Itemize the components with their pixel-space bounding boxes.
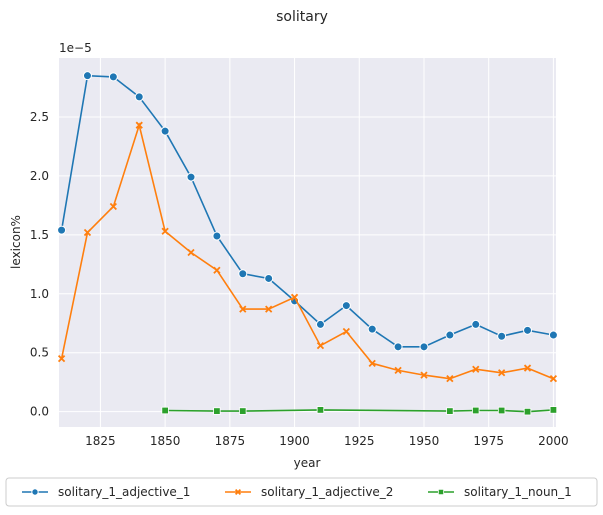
y-tick-label: 2.5 [30,110,49,124]
data-point [186,172,196,182]
x-tick-label: 1975 [473,434,504,448]
data-point [161,406,169,415]
series-line [60,74,554,348]
data-point [82,71,92,81]
data-point [315,319,325,329]
data-point [497,331,507,341]
series-solitary_1_noun_1 [161,406,558,416]
data-point [316,406,325,414]
data-point [316,342,325,350]
data-point [239,407,247,415]
data-point [446,375,454,383]
data-point [212,231,222,241]
data-point [31,488,39,496]
y-tick-label: 1.5 [30,228,49,242]
data-point [420,371,428,379]
data-point [239,305,247,313]
legend-entry: solitary_1_adjective_1 [22,485,190,499]
data-point [437,488,445,496]
data-point [213,266,221,274]
data-point [394,366,402,375]
x-tick-label: 1850 [150,434,181,448]
x-tick-label: 2000 [538,434,569,448]
data-point [290,293,299,301]
data-point [472,365,480,373]
series-solitary_1_adjective_1 [57,71,558,352]
series-solitary_1_adjective_2 [57,121,558,383]
grid [59,58,556,427]
data-point [523,407,532,416]
y-axis-label: lexicon% [9,215,23,269]
data-point [471,319,481,329]
data-point [108,72,118,82]
data-point [549,406,558,414]
data-point [234,488,242,496]
legend-label: solitary_1_adjective_1 [58,485,190,499]
data-point [238,269,248,279]
series-line [60,122,554,380]
x-axis-label: year [294,456,321,470]
data-point [446,407,454,415]
x-tick-label: 1875 [215,434,246,448]
y-scale-label: 1e−5 [59,41,92,55]
y-tick-label: 0.5 [30,346,49,360]
data-point [57,354,66,363]
x-tick-label: 1900 [279,434,310,448]
x-tick-label: 1825 [85,434,116,448]
data-point [445,330,455,340]
data-point [367,324,377,334]
data-point [393,342,403,352]
data-point [342,327,350,336]
data-point [57,225,67,235]
data-point [265,305,273,313]
ticks: 1825 1850 1875 1900 1925 1950 1975 2000 0.0 0.5 1.… [30,110,569,448]
chart-title: solitary [276,9,328,25]
data-point [109,202,117,211]
data-point [549,375,558,383]
y-tick-label: 2.0 [30,169,49,183]
data-point [548,330,558,340]
x-tick-label: 1950 [409,434,440,448]
legend-label: solitary_1_adjective_2 [261,485,393,499]
data-point [523,325,533,335]
y-tick-label: 1.0 [30,287,49,301]
data-point [264,273,274,283]
data-point [472,406,480,415]
data-point [83,228,92,237]
y-tick-label: 0.0 [30,405,49,419]
legend-label: solitary_1_noun_1 [464,485,572,499]
data-point [135,121,143,129]
data-point [341,301,351,311]
data-point [523,364,532,372]
data-point [161,227,169,235]
legend-box [5,477,598,507]
data-point [419,342,429,352]
legend: solitary_1_adjective_1 solitary_1_adjecti… [5,477,598,507]
series-layer [57,71,558,416]
data-point [498,369,506,377]
data-point [187,248,195,257]
data-point [213,407,221,415]
legend-entry: solitary_1_adjective_2 [225,485,393,499]
data-point [497,406,506,415]
data-point [134,92,144,102]
data-point [368,359,376,367]
plot-area [59,58,556,427]
legend-entry: solitary_1_noun_1 [428,485,572,499]
x-tick-label: 1925 [344,434,375,448]
data-point [160,126,170,136]
